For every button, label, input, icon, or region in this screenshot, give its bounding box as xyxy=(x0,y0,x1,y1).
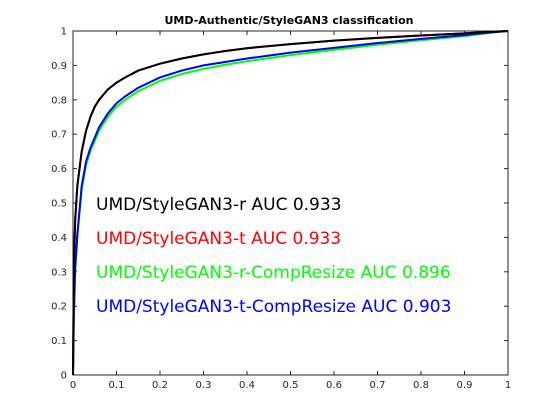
x-tick-label: 0.5 xyxy=(283,380,299,391)
series-lines xyxy=(72,30,509,376)
axis-ticks: 0 0.1 0.2 0.3 0.4 0.5 0.6 0.7 0.8 0.9 1 0 0.1 0.2 0.3 0… xyxy=(51,27,511,392)
y-tick-label: 0.5 xyxy=(51,199,67,210)
y-tick-label: 0 xyxy=(61,371,67,382)
y-tick-label: 1 xyxy=(61,27,67,38)
legend: UMD/StyleGAN3-r AUC 0.933 UMD/StyleGAN3-t… xyxy=(96,195,451,317)
roc-curve-series-1 xyxy=(72,30,509,376)
x-tick-label: 0.7 xyxy=(370,380,386,391)
y-tick-label: 0.9 xyxy=(51,61,67,72)
y-tick-label: 0.4 xyxy=(51,233,67,244)
x-tick-label: 0.3 xyxy=(196,380,212,391)
roc-curve-series-4 xyxy=(72,30,509,376)
legend-entry-4: UMD/StyleGAN3-t-CompResize AUC 0.903 xyxy=(96,297,451,317)
x-tick-label: 0.9 xyxy=(457,380,473,391)
x-tick-label: 1 xyxy=(505,380,511,391)
x-tick-label: 0.6 xyxy=(326,380,342,391)
y-tick-label: 0.1 xyxy=(51,336,67,347)
y-tick-label: 0.7 xyxy=(51,130,67,141)
x-tick-label: 0.1 xyxy=(109,380,125,391)
legend-entry-3: UMD/StyleGAN3-r-CompResize AUC 0.896 xyxy=(96,263,451,283)
y-tick-label: 0.6 xyxy=(51,164,67,175)
x-tick-label: 0.8 xyxy=(413,380,429,391)
legend-entry-1: UMD/StyleGAN3-r AUC 0.933 xyxy=(96,195,342,215)
legend-entry-2: UMD/StyleGAN3-t AUC 0.933 xyxy=(96,229,341,249)
x-tick-label: 0.2 xyxy=(152,380,168,391)
y-tick-label: 0.2 xyxy=(51,302,67,313)
chart-title: UMD-Authentic/StyleGAN3 classification xyxy=(165,14,414,27)
x-tick-label: 0.4 xyxy=(239,380,255,391)
x-tick-label: 0 xyxy=(70,380,76,391)
y-tick-label: 0.3 xyxy=(51,267,67,278)
y-tick-label: 0.8 xyxy=(51,95,67,106)
